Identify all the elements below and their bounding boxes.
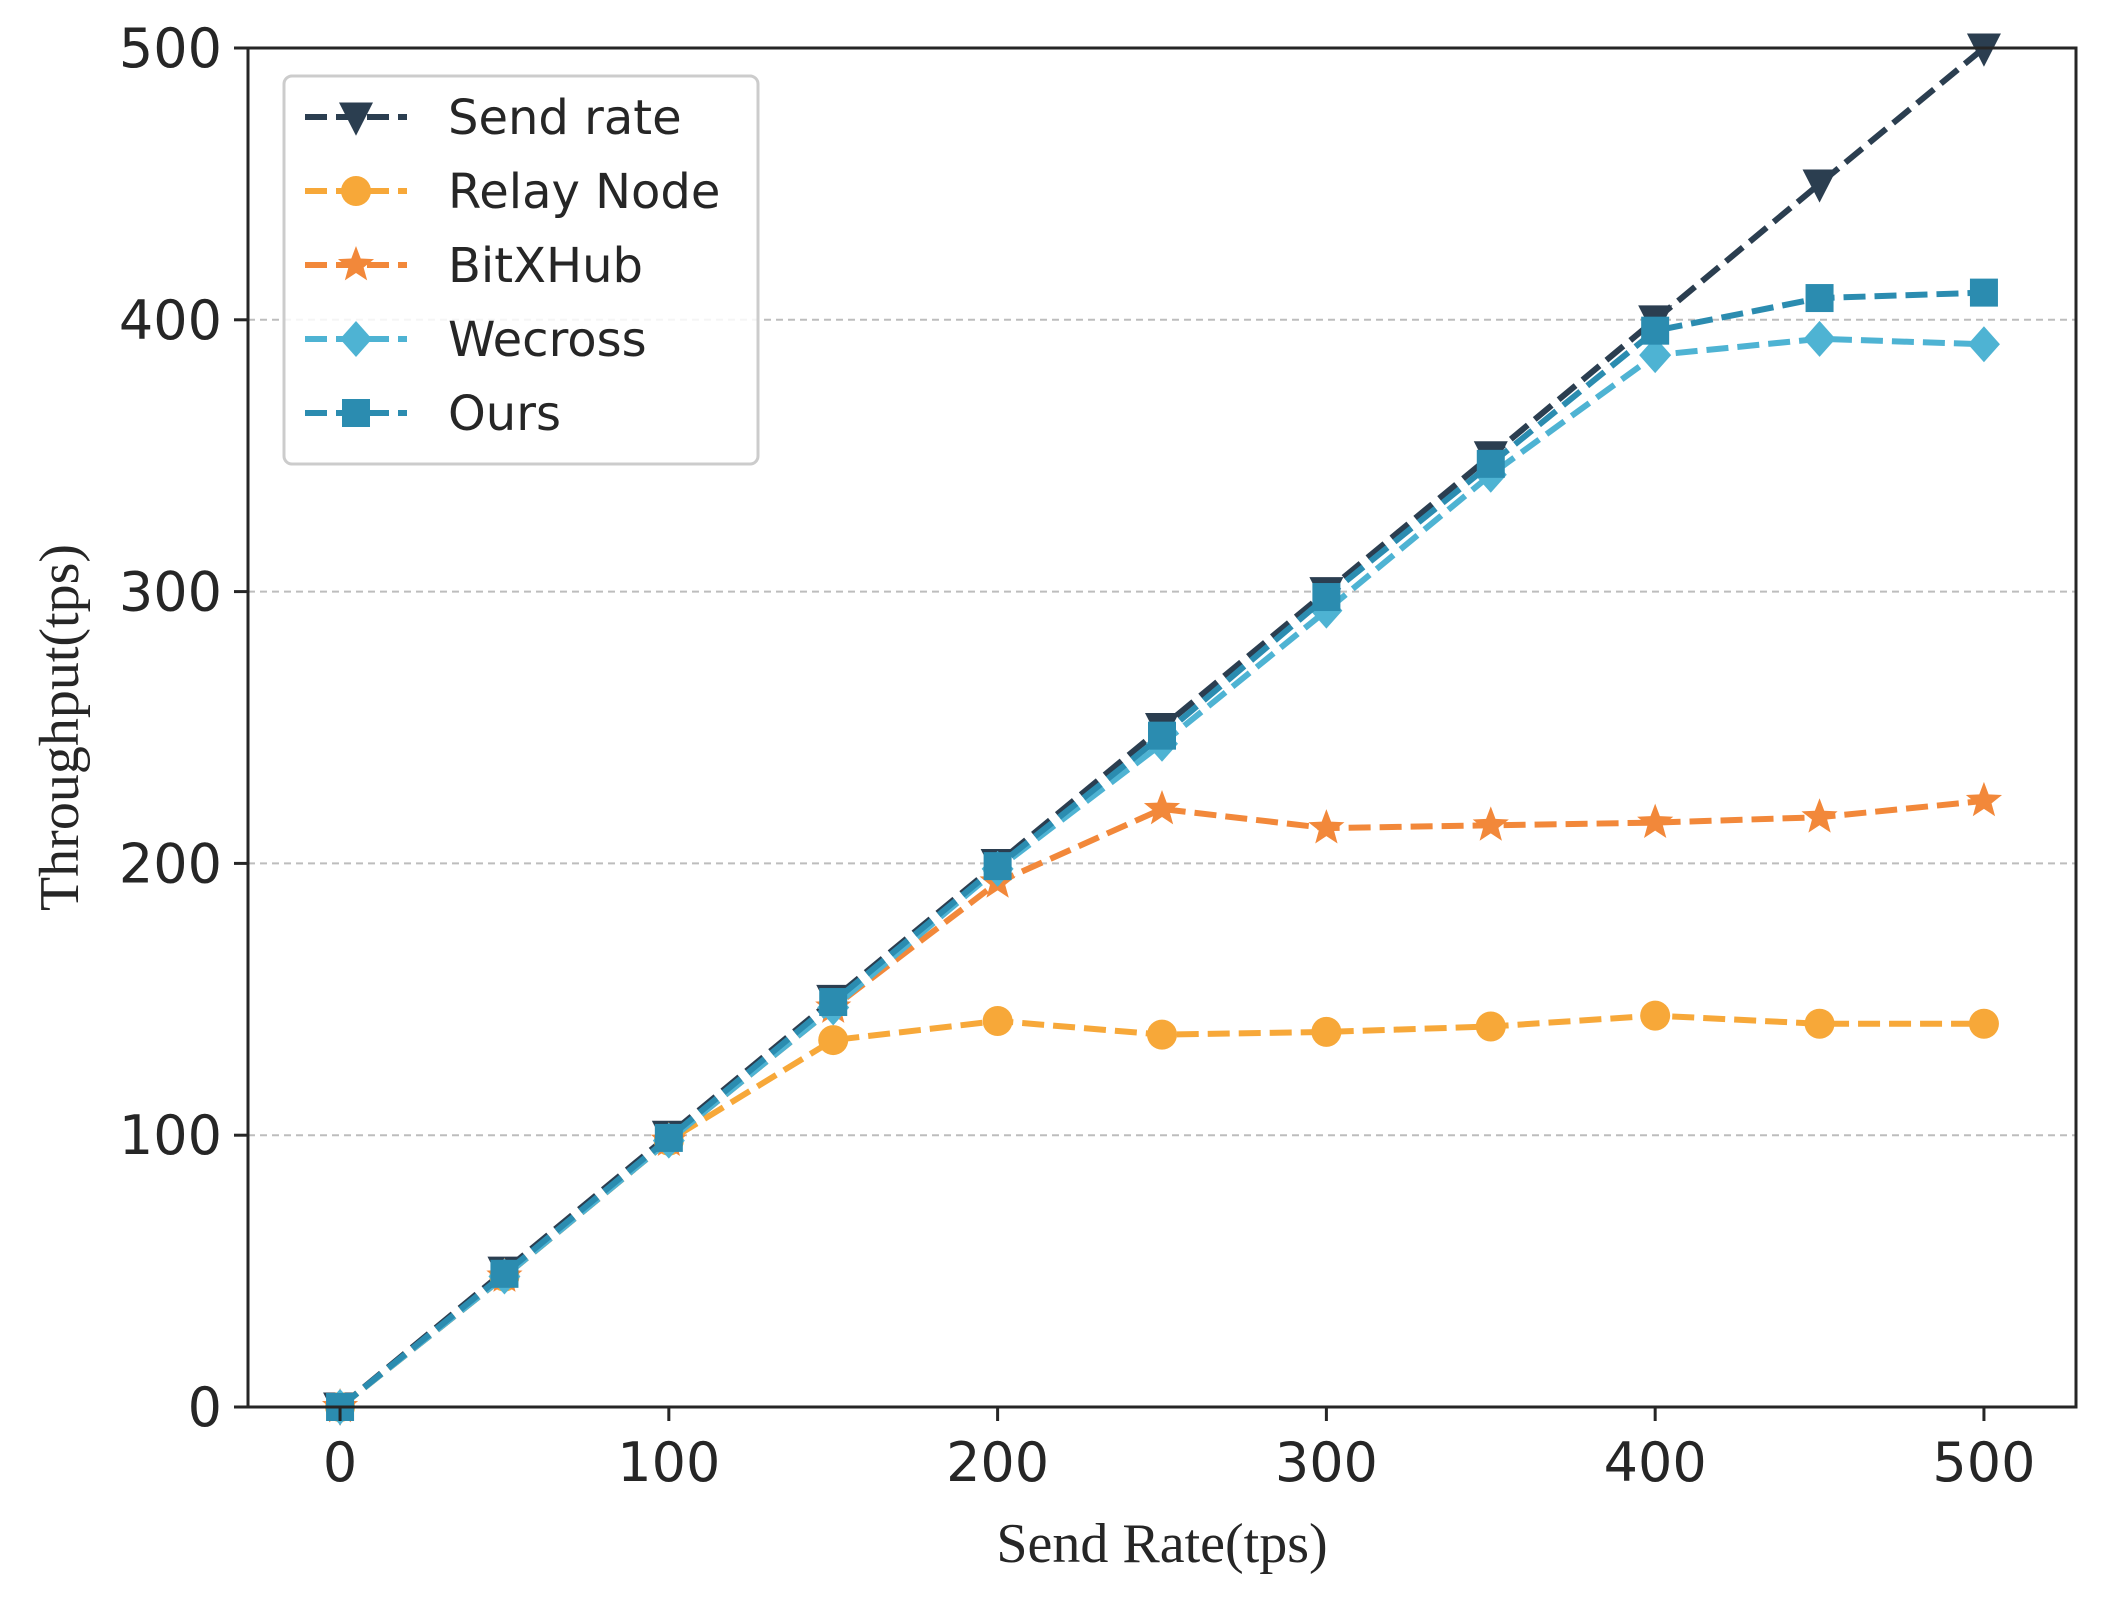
data-point bbox=[1311, 1016, 1342, 1047]
data-point bbox=[1965, 781, 2003, 817]
legend-item: Send rate bbox=[305, 90, 682, 146]
legend-box bbox=[282, 74, 760, 466]
plot-frame bbox=[246, 46, 2078, 1409]
data-point bbox=[1641, 316, 1670, 345]
y-axis-title: Throughput(tps) bbox=[29, 544, 91, 911]
y-tick-label-500: 500 bbox=[119, 17, 222, 80]
x-tick-label-100: 100 bbox=[617, 1431, 720, 1494]
legend-marker bbox=[340, 321, 372, 357]
x-tick-label-200: 200 bbox=[946, 1431, 1049, 1494]
series-relay-node bbox=[325, 1000, 1999, 1422]
y-tick-label-200: 200 bbox=[119, 832, 222, 895]
series-wecross bbox=[324, 320, 2000, 1425]
data-point bbox=[818, 1025, 849, 1056]
x-tick-label-500: 500 bbox=[1932, 1431, 2035, 1494]
legend-label: BitXHub bbox=[448, 238, 643, 294]
y-tick-label-400: 400 bbox=[119, 289, 222, 352]
data-point bbox=[982, 1006, 1013, 1037]
data-point bbox=[1312, 583, 1341, 612]
series-layer bbox=[321, 33, 2003, 1426]
legend-item: Relay Node bbox=[305, 164, 720, 220]
legend-marker bbox=[341, 176, 371, 206]
y-tick-label-300: 300 bbox=[119, 561, 222, 624]
legend: Send rate Relay Node BitXHub Wecross Ours bbox=[282, 74, 760, 466]
data-point bbox=[1966, 33, 2001, 67]
y-tick-label-100: 100 bbox=[119, 1104, 222, 1167]
data-point bbox=[1967, 326, 2000, 363]
data-point bbox=[654, 1123, 683, 1152]
axis-ticks: 0 100 200 300 400 500 0 100 200 300 400 500 bbox=[119, 17, 2036, 1494]
data-point bbox=[490, 1259, 519, 1288]
data-point bbox=[1640, 1000, 1671, 1031]
data-point bbox=[1147, 1019, 1177, 1050]
x-tick-label-400: 400 bbox=[1604, 1431, 1707, 1494]
data-point bbox=[1802, 169, 1837, 203]
x-tick-label-0: 0 bbox=[323, 1431, 357, 1494]
series-line bbox=[338, 797, 1985, 1410]
data-point bbox=[1143, 790, 1181, 825]
data-point bbox=[1805, 284, 1834, 313]
legend-item: Wecross bbox=[305, 312, 647, 368]
legend-label: Wecross bbox=[448, 312, 647, 368]
x-tick-label-300: 300 bbox=[1275, 1431, 1378, 1494]
legend-marker bbox=[337, 246, 375, 281]
data-point bbox=[1475, 1011, 1506, 1042]
series-bitxhub bbox=[321, 781, 2003, 1423]
legend-label: Relay Node bbox=[448, 164, 720, 220]
x-axis-title: Send Rate(tps) bbox=[996, 1513, 1327, 1575]
data-point bbox=[1639, 337, 1672, 374]
data-point bbox=[1801, 798, 1838, 833]
legend-label: Send rate bbox=[448, 90, 682, 146]
legend-item: Ours bbox=[305, 386, 561, 442]
data-point bbox=[1803, 320, 1836, 357]
legend-item: BitXHub bbox=[305, 238, 643, 294]
data-point bbox=[1969, 278, 1998, 307]
data-point bbox=[819, 988, 848, 1017]
legend-marker bbox=[342, 399, 370, 427]
data-point bbox=[1308, 809, 1345, 844]
data-point bbox=[1804, 1008, 1835, 1039]
data-point bbox=[1472, 806, 1509, 841]
legend-label: Ours bbox=[448, 386, 561, 442]
series-line bbox=[338, 335, 1985, 1410]
data-point bbox=[1148, 721, 1176, 750]
legend-marker bbox=[339, 102, 373, 136]
data-point bbox=[983, 852, 1012, 881]
y-tick-label-0: 0 bbox=[188, 1376, 222, 1439]
data-point bbox=[1637, 803, 1674, 838]
data-point bbox=[1476, 449, 1505, 478]
data-point bbox=[1968, 1008, 1999, 1039]
